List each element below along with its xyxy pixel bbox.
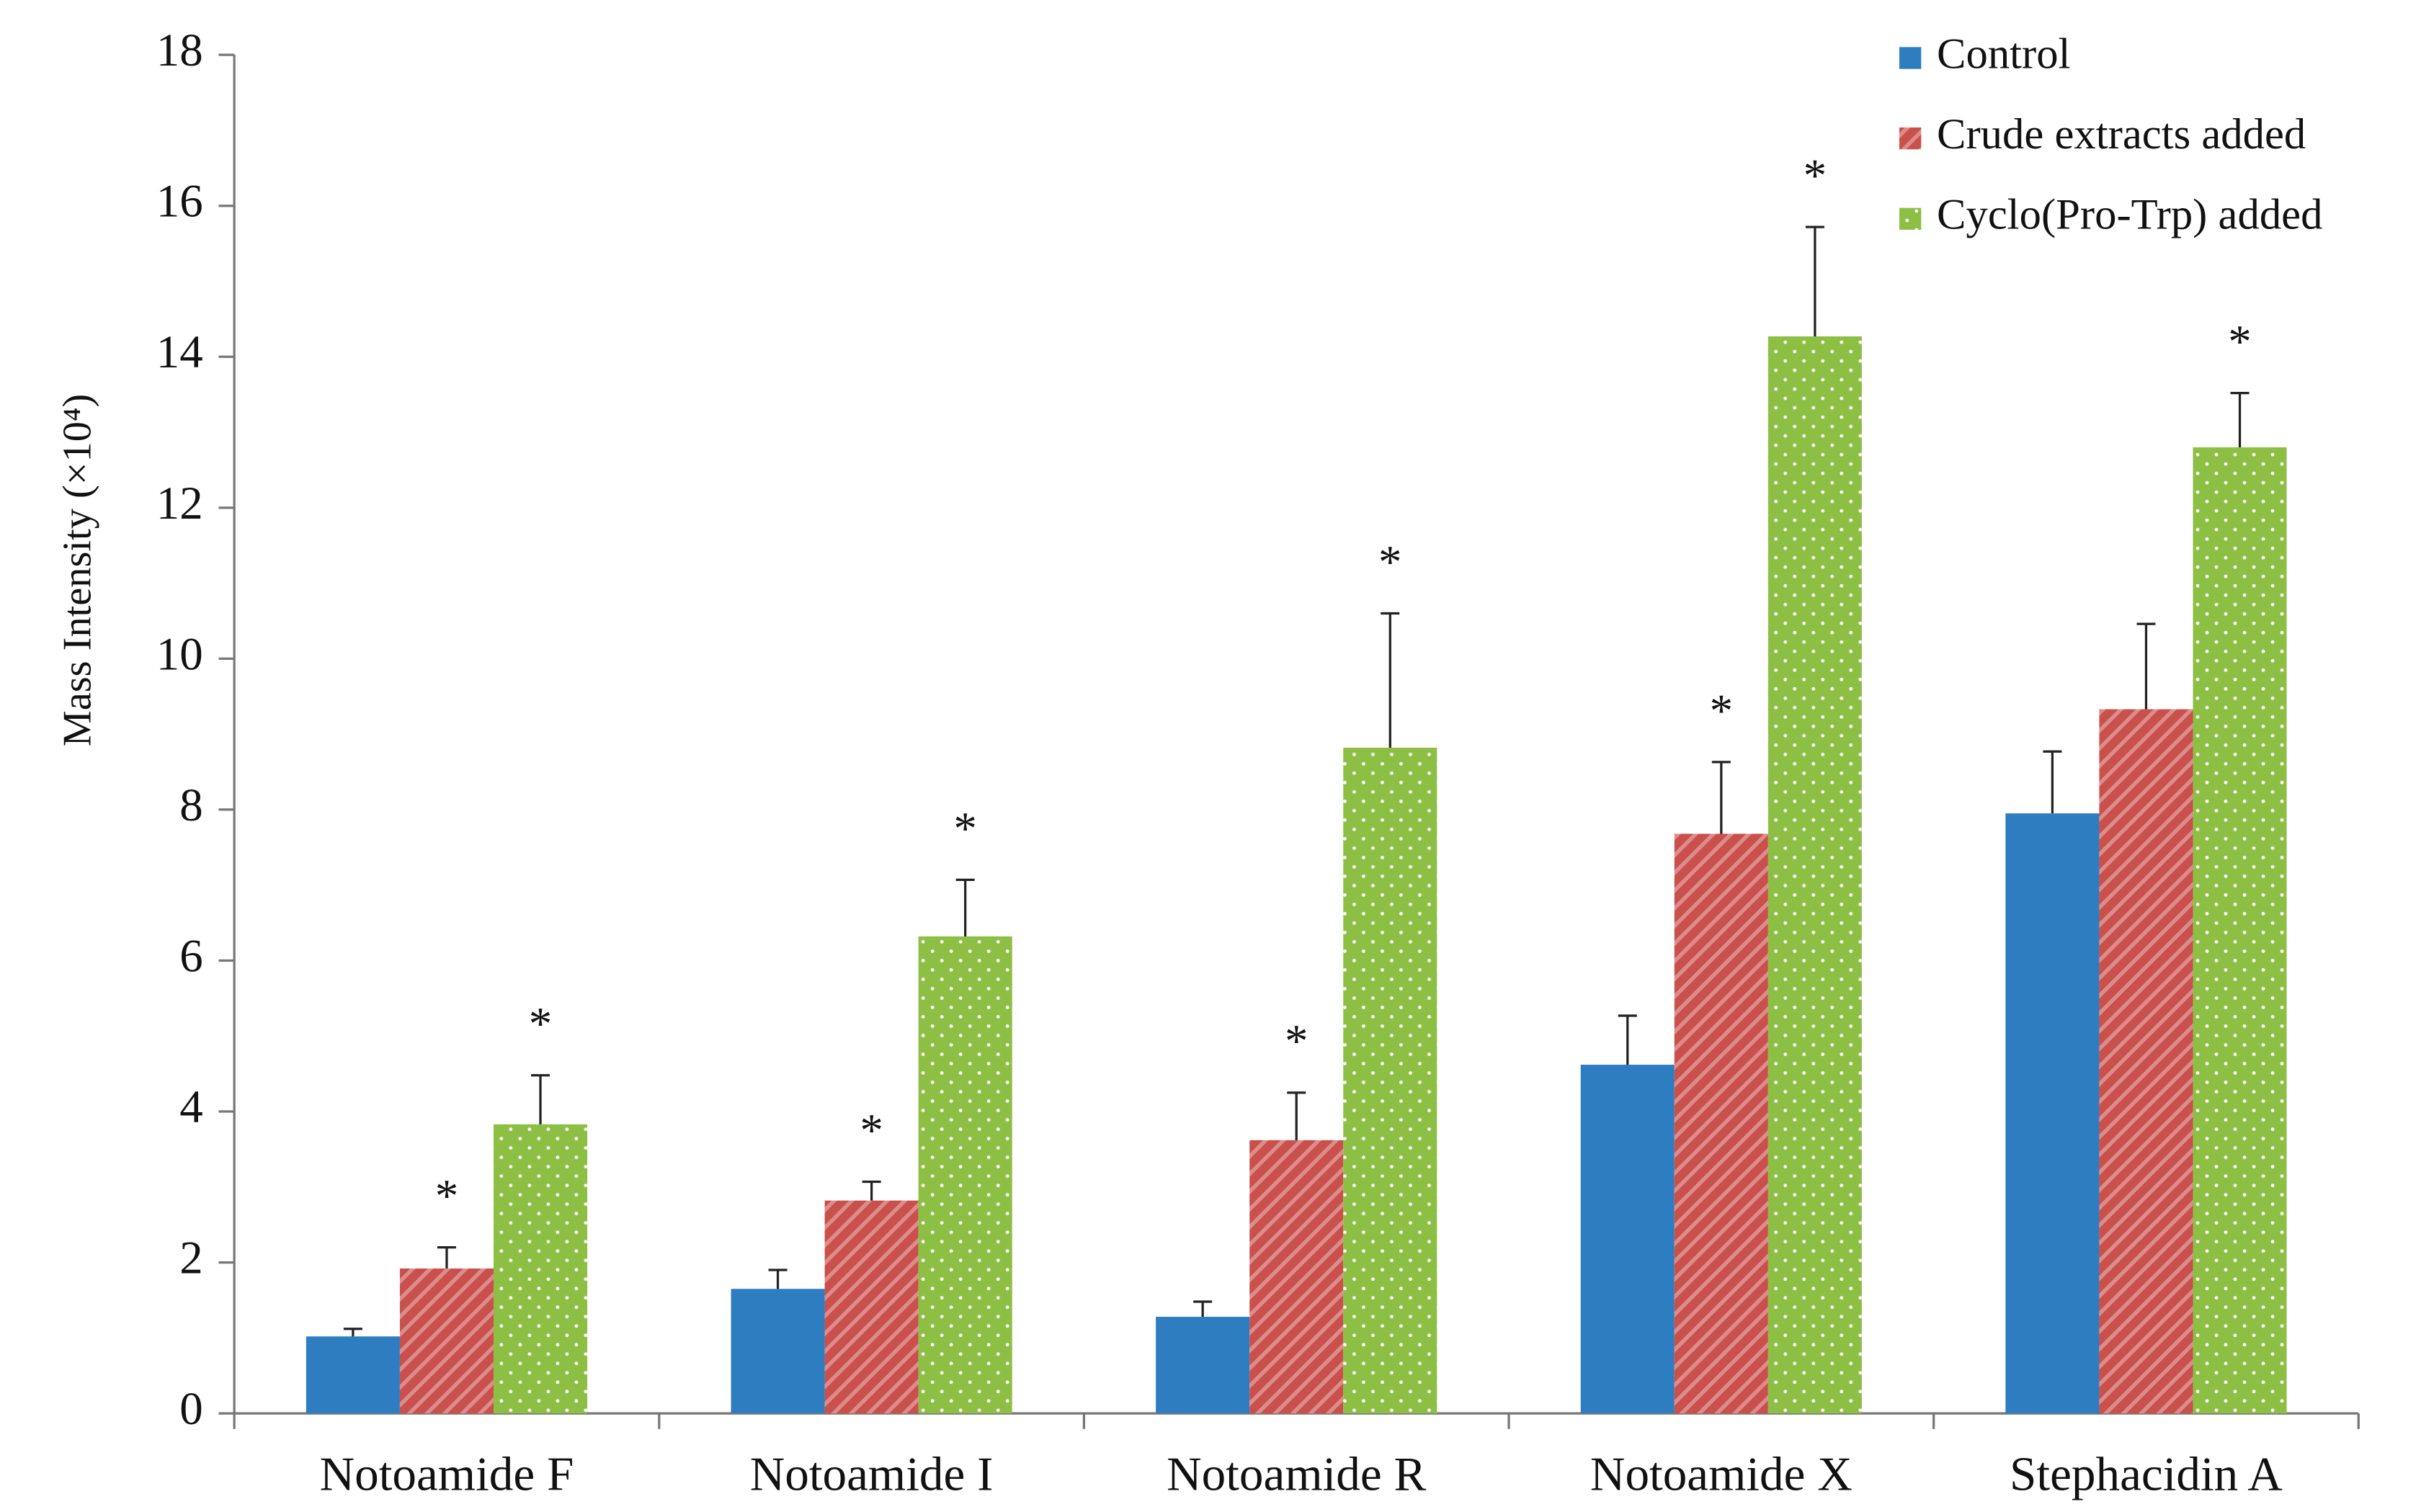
bar xyxy=(1249,1140,1344,1414)
error-bar xyxy=(2136,622,2156,710)
bar xyxy=(1674,833,1768,1414)
error-bar xyxy=(1287,1091,1306,1140)
significance-mark: * xyxy=(529,998,553,1050)
y-tick-label: 0 xyxy=(179,1383,203,1435)
error-bar xyxy=(862,1180,881,1201)
bar xyxy=(1343,748,1437,1414)
error-bar xyxy=(768,1269,788,1289)
legend-swatch xyxy=(1899,127,1922,150)
error-bar xyxy=(1711,761,1731,834)
x-tick-label: Notoamide R xyxy=(1167,1447,1426,1501)
bar xyxy=(1580,1065,1675,1414)
error-bar xyxy=(343,1328,362,1337)
y-tick-label: 12 xyxy=(156,478,203,529)
legend-swatch xyxy=(1899,47,1922,69)
error-bar xyxy=(2230,391,2250,448)
significance-mark: * xyxy=(1285,1016,1308,1068)
error-bar xyxy=(955,878,975,936)
significance-mark: * xyxy=(860,1104,883,1156)
error-bar xyxy=(531,1074,550,1124)
bar xyxy=(824,1200,919,1414)
error-bar xyxy=(1381,612,1400,748)
error-bar xyxy=(2043,750,2062,814)
y-tick-label: 8 xyxy=(179,779,203,831)
y-tick-label: 14 xyxy=(156,326,203,378)
bar xyxy=(918,936,1012,1414)
legend-label: Crude extracts added xyxy=(1937,110,2306,158)
bar xyxy=(306,1336,400,1414)
y-tick-label: 16 xyxy=(156,176,203,228)
error-bar xyxy=(1193,1300,1213,1318)
error-bar xyxy=(437,1245,456,1269)
y-axis-label: Mass Intensity (×10⁴) xyxy=(55,394,100,747)
legend-label: Control xyxy=(1937,30,2070,78)
x-tick-label: Notoamide X xyxy=(1590,1447,1852,1501)
significance-mark: * xyxy=(435,1171,459,1222)
y-tick-label: 2 xyxy=(179,1232,203,1284)
x-tick-label: Notoamide F xyxy=(320,1447,574,1501)
x-tick-label: Stephacidin A xyxy=(2010,1447,2283,1501)
bar xyxy=(399,1268,494,1414)
significance-mark: * xyxy=(1804,150,1827,202)
error-bar xyxy=(1805,225,1824,336)
legend-label: Cyclo(Pro-Trp) added xyxy=(1937,191,2322,239)
x-tick-label: Notoamide I xyxy=(750,1447,994,1501)
bar xyxy=(1156,1317,1250,1414)
bar xyxy=(494,1124,588,1414)
bar xyxy=(2005,813,2100,1414)
y-tick-label: 10 xyxy=(156,628,203,680)
significance-mark: * xyxy=(1378,536,1402,588)
error-bar xyxy=(1618,1014,1637,1065)
significance-mark: * xyxy=(2228,316,2252,367)
significance-mark: * xyxy=(1710,685,1734,737)
legend-swatch xyxy=(1899,207,1922,230)
bar xyxy=(731,1289,825,1414)
y-tick-label: 6 xyxy=(179,930,203,982)
bar xyxy=(2193,447,2287,1414)
y-tick-label: 4 xyxy=(179,1081,203,1133)
bar xyxy=(2099,709,2193,1414)
y-tick-label: 18 xyxy=(156,24,203,76)
bar xyxy=(1767,336,1862,1414)
significance-mark: * xyxy=(953,802,977,854)
